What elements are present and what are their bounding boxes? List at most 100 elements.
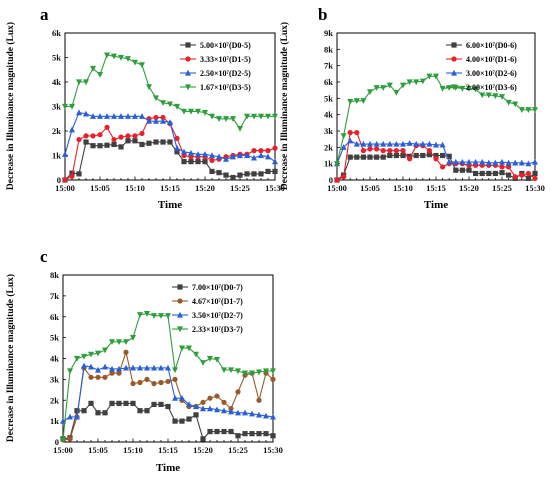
data-point (446, 153, 452, 159)
data-point (123, 349, 129, 355)
data-point (200, 399, 206, 405)
data-point (69, 126, 75, 133)
data-point (256, 411, 262, 418)
panel-letter: c (40, 247, 48, 266)
panel-letter: a (40, 5, 49, 24)
data-point (360, 140, 367, 147)
data-point (400, 82, 406, 89)
y-axis-label: Decrease in Illuminance magnitude (Lux) (279, 22, 290, 190)
data-point (387, 148, 393, 154)
legend-swatch-marker (451, 42, 457, 48)
data-point (200, 405, 206, 412)
data-point (207, 395, 213, 401)
y-tick-label: 4k (324, 110, 333, 120)
data-point (506, 164, 512, 170)
data-point (518, 107, 525, 113)
data-point (111, 53, 117, 60)
data-point (270, 376, 276, 382)
y-tick-label: 3k (324, 126, 333, 136)
data-point (235, 409, 241, 416)
x-tick-label: 15:10 (125, 183, 145, 193)
x-tick-label: 15:00 (55, 183, 75, 193)
data-point (380, 140, 387, 147)
data-point (181, 148, 187, 155)
data-point (151, 364, 157, 371)
data-point (426, 140, 433, 147)
data-point (172, 418, 178, 424)
y-tick-label: 7k (50, 291, 59, 301)
data-point (165, 313, 171, 319)
data-point (207, 405, 213, 412)
data-point (195, 151, 201, 157)
data-point (386, 140, 393, 147)
data-point (158, 313, 164, 319)
data-point (221, 399, 227, 405)
data-point (258, 152, 264, 159)
data-point (153, 139, 159, 145)
data-point (512, 174, 518, 180)
data-point (153, 114, 159, 121)
legend-entry: 2.00×10⁷(D3-6) (466, 83, 517, 92)
data-point (165, 364, 171, 371)
y-tick-label: 0 (329, 175, 333, 185)
data-point (420, 152, 426, 159)
data-point (272, 168, 278, 175)
data-point (426, 148, 432, 154)
legend-swatch-marker (185, 42, 191, 48)
data-point (353, 98, 360, 104)
data-point (209, 113, 215, 120)
data-point (95, 374, 101, 380)
panel-letter: b (318, 5, 327, 24)
data-point (88, 363, 94, 370)
data-point (104, 52, 110, 59)
data-point (341, 174, 347, 180)
data-point (76, 79, 82, 86)
data-point (466, 158, 472, 165)
data-point (532, 175, 538, 181)
data-point (249, 431, 255, 437)
data-point (479, 158, 486, 165)
data-point (228, 428, 234, 435)
data-point (160, 118, 166, 124)
data-point (90, 143, 96, 149)
data-point (186, 401, 192, 408)
data-point (347, 99, 354, 105)
legend-entry: 2.33×10⁷(D3-7) (192, 325, 243, 334)
data-point (200, 360, 206, 366)
x-tick-label: 15:30 (265, 183, 285, 193)
series-3 (62, 52, 278, 132)
data-point (256, 369, 262, 376)
data-point (188, 149, 194, 156)
legend-swatch-marker (177, 311, 183, 318)
data-point (60, 437, 66, 444)
data-point (380, 148, 386, 154)
series-0 (60, 400, 276, 442)
data-point (244, 152, 250, 159)
data-point (132, 59, 138, 66)
data-point (242, 409, 248, 416)
data-point (90, 133, 96, 139)
data-point (179, 418, 185, 424)
data-point (146, 84, 152, 91)
data-point (209, 152, 215, 159)
data-point (360, 98, 367, 104)
data-point (144, 408, 150, 414)
data-point (151, 380, 157, 387)
data-point (249, 410, 255, 417)
data-point (373, 140, 380, 147)
data-point (367, 89, 373, 95)
data-point (393, 140, 400, 147)
data-point (486, 170, 492, 177)
data-point (433, 156, 439, 162)
x-tick-label: 15:15 (158, 445, 178, 455)
data-point (165, 378, 171, 385)
y-axis-label: Decrease in Illuminance magnitude (Lux) (5, 274, 16, 442)
data-point (230, 174, 236, 181)
data-point (69, 173, 75, 179)
data-point (160, 114, 166, 121)
data-point (466, 85, 472, 92)
data-point (230, 116, 236, 122)
data-point (109, 339, 115, 345)
data-point (386, 82, 393, 89)
data-point (132, 138, 138, 144)
